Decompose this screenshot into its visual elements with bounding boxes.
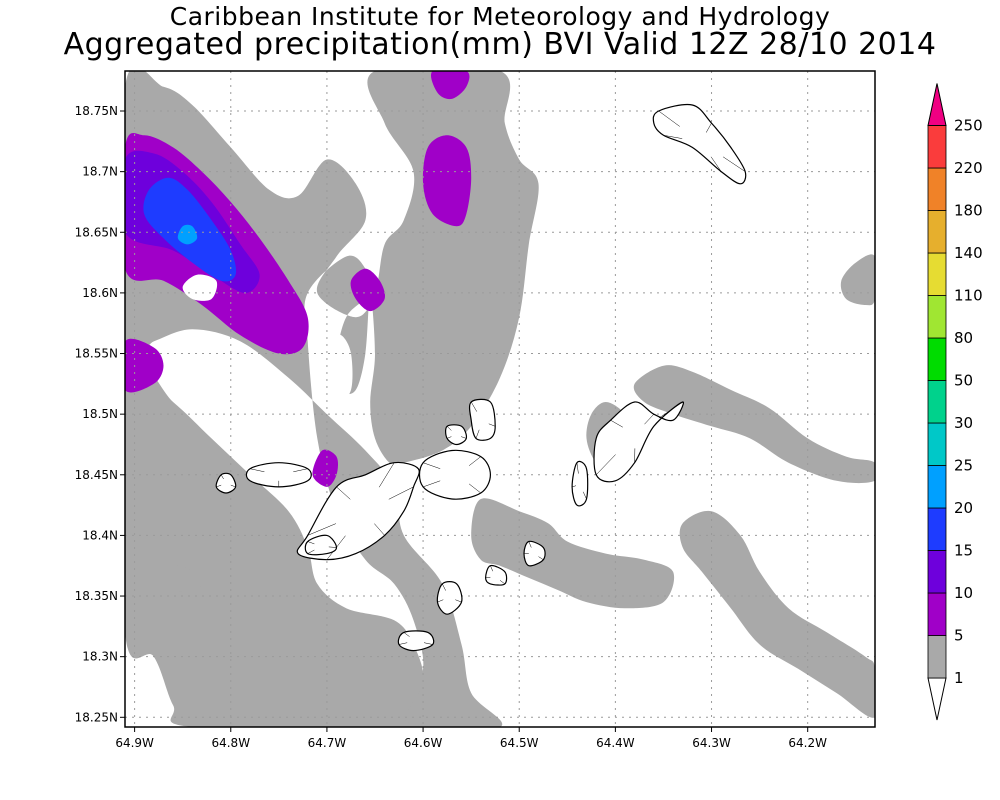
island-outline	[397, 630, 435, 652]
island-outline	[436, 581, 463, 615]
island-boundaries	[446, 426, 467, 439]
y-tick-label: 18.7N	[82, 165, 118, 179]
x-tick-label: 64.4W	[596, 736, 635, 750]
island-boundaries	[524, 541, 544, 560]
legend-swatch	[927, 465, 947, 509]
precip-region-level-1	[168, 565, 202, 592]
island-outline	[468, 398, 496, 441]
precip-region-level-5	[430, 71, 470, 100]
island-boundaries	[437, 583, 462, 603]
y-tick-label: 18.5N	[82, 407, 118, 421]
legend-swatch	[927, 635, 947, 679]
legend-label: 80	[954, 329, 973, 347]
island-boundaries	[572, 462, 587, 500]
precip-region-level-5	[350, 268, 386, 312]
legend-label: 25	[954, 457, 973, 475]
island-boundaries	[470, 401, 496, 439]
island-boundaries	[485, 565, 505, 585]
precip-region-level-5	[312, 449, 339, 487]
x-axis-ticks: 64.9W 64.8W 64.7W 64.6W 64.5W 64.4W 64.3W 64.2W	[115, 727, 827, 750]
y-tick-label: 18.25N	[75, 710, 118, 724]
y-tick-label: 18.75N	[75, 104, 118, 118]
legend-swatch	[927, 252, 947, 296]
island-boundaries	[216, 474, 236, 488]
island-outline	[571, 460, 589, 507]
legend-swatch	[927, 210, 947, 254]
island-outline	[593, 401, 685, 483]
legend-swatch	[927, 295, 947, 339]
x-tick-label: 64.2W	[788, 736, 827, 750]
y-tick-label: 18.65N	[75, 225, 118, 239]
grid-layer	[125, 71, 875, 727]
legend-below-triangle	[927, 677, 947, 721]
x-tick-label: 64.9W	[115, 736, 154, 750]
island-outline	[652, 103, 747, 185]
precip-region-level-1	[471, 498, 675, 609]
x-tick-label: 64.8W	[211, 736, 250, 750]
legend-label: 180	[954, 202, 983, 220]
legend-label: 10	[954, 584, 973, 602]
legend-label: 220	[954, 159, 983, 177]
precip-region-level-below	[326, 334, 353, 403]
island-boundaries	[307, 462, 414, 560]
map-frame	[124, 70, 876, 728]
island-boundaries	[658, 110, 746, 172]
legend-swatch	[927, 507, 947, 551]
island-layer	[215, 103, 747, 652]
precip-region-level-1	[125, 353, 424, 727]
y-tick-label: 18.3N	[82, 650, 118, 664]
y-tick-label: 18.55N	[75, 347, 118, 361]
island-boundaries	[307, 541, 337, 554]
y-tick-label: 18.6N	[82, 286, 118, 300]
x-tick-label: 64.3W	[692, 736, 731, 750]
x-tick-label: 64.6W	[404, 736, 443, 750]
legend-swatch	[927, 550, 947, 594]
island-outline	[523, 540, 546, 567]
legend-label: 15	[954, 542, 973, 560]
precip-layer	[125, 71, 875, 727]
legend-label: 5	[954, 627, 964, 645]
y-tick-label: 18.35N	[75, 589, 118, 603]
island-outline	[245, 462, 312, 488]
precip-region-level-1	[840, 254, 875, 306]
legend-label: 50	[954, 372, 973, 390]
precip-region-level-below	[182, 274, 218, 301]
precip-region-level-1	[679, 510, 875, 718]
chart-subtitle: Aggregated precipitation(mm) BVI Valid 1…	[63, 27, 937, 62]
island-boundaries	[398, 632, 433, 645]
legend-swatch	[927, 592, 947, 636]
legend-swatch	[927, 125, 947, 169]
legend-label: 110	[954, 287, 983, 305]
legend-top-triangle	[927, 83, 947, 126]
chart-title: Caribbean Institute for Meteorology and …	[169, 2, 831, 31]
precip-region-level-20	[177, 224, 198, 245]
y-axis-ticks: 18.25N 18.3N 18.35N 18.4N 18.45N 18.5N 18.55N 1…	[75, 104, 125, 724]
x-tick-label: 64.5W	[500, 736, 539, 750]
island-outline	[304, 534, 338, 556]
legend-swatch	[927, 337, 947, 381]
y-tick-label: 18.45N	[75, 468, 118, 482]
island-outline	[215, 472, 237, 494]
legend-swatch	[927, 380, 947, 424]
legend-label: 1	[954, 669, 964, 687]
legend-label: 30	[954, 414, 973, 432]
legend-label: 250	[954, 117, 983, 135]
island-boundaries	[249, 468, 308, 487]
island-boundaries	[596, 401, 683, 475]
precip-region-level-5	[422, 135, 472, 227]
legend-swatch	[927, 167, 947, 211]
island-boundaries	[423, 456, 481, 494]
legend-label: 20	[954, 499, 973, 517]
legend-label: 140	[954, 244, 983, 262]
precip-region-level-1	[633, 365, 875, 484]
y-tick-label: 18.4N	[82, 528, 118, 542]
x-tick-label: 64.7W	[308, 736, 347, 750]
island-outline	[484, 564, 508, 586]
legend-swatch	[927, 422, 947, 466]
